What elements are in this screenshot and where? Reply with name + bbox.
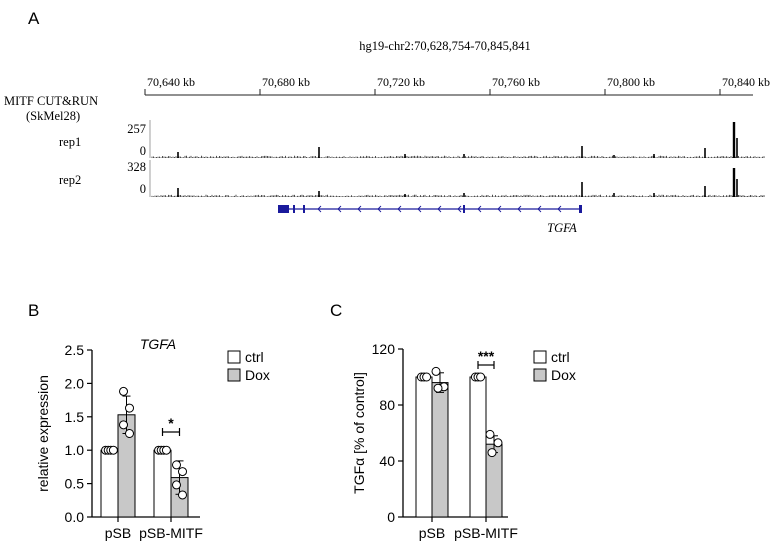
gene-strand-arrow (537, 205, 542, 213)
bar-ctrl-psb-mitf (469, 376, 487, 518)
legend-swatch-dox (533, 368, 547, 382)
signal-noise (151, 155, 765, 158)
x-tick-label: pSB-MITF (454, 525, 518, 541)
gene-strand-arrow (317, 205, 322, 213)
data-point (431, 366, 441, 376)
track-max-rep1: 257 (127, 122, 146, 136)
data-point (108, 445, 118, 455)
data-point (119, 420, 128, 430)
x-tick-label: pSB (419, 525, 445, 541)
genome-axis-tick-label: 70,640 kb (147, 75, 195, 89)
genome-axis-tick-label: 70,800 kb (607, 75, 655, 89)
signal-track-rep1 (151, 122, 765, 158)
legend-swatch-ctrl (227, 350, 241, 364)
data-point (487, 448, 497, 458)
legend-swatch-dox (227, 368, 241, 382)
y-tick-label: 0.0 (65, 509, 85, 525)
genomic-coordinates: hg19-chr2:70,628,754-70,845,841 (359, 39, 531, 53)
gene-strand-arrow (337, 205, 342, 213)
y-tick-label: 120 (372, 341, 396, 357)
legend-label-ctrl: ctrl (245, 349, 264, 365)
bar-ctrl-psb (100, 449, 119, 518)
significance-label: * (168, 415, 174, 431)
y-tick-label: 40 (379, 453, 395, 469)
y-tick-label: 2.0 (65, 375, 85, 391)
genome-axis-tick-label: 70,760 kb (492, 75, 540, 89)
data-point (493, 438, 503, 448)
y-tick-label: 0.5 (65, 476, 85, 492)
legend-label-dox: Dox (245, 367, 270, 383)
track-label-rep2: rep2 (59, 173, 81, 187)
data-point (119, 386, 128, 396)
gene-exon (463, 205, 465, 213)
signal-track-rep2 (151, 168, 765, 197)
bar-ctrl-psb (415, 376, 433, 518)
data-point (485, 429, 495, 439)
genome-axis-tick-label: 70,720 kb (377, 75, 425, 89)
y-tick-label: 1.5 (65, 409, 85, 425)
track-subtitle: (SkMel28) (26, 109, 80, 123)
gene-exon (278, 205, 289, 213)
data-point (433, 383, 443, 393)
data-point (172, 480, 181, 490)
data-point (178, 467, 187, 477)
gene-exon (303, 205, 305, 213)
gene-strand-arrow (517, 205, 522, 213)
gene-model-tgfa (278, 205, 582, 213)
x-tick-label: pSB-MITF (139, 525, 203, 541)
data-point (422, 372, 432, 382)
gene-strand-arrow (557, 205, 562, 213)
gene-exon (293, 205, 295, 213)
panel-label-c: C (330, 301, 342, 320)
gene-strand-arrow (377, 205, 382, 213)
bar-ctrl-psb-mitf (153, 449, 172, 518)
data-point (161, 445, 171, 455)
y-axis-label: relative expression (35, 375, 51, 492)
chart-title: TGFA (140, 336, 176, 352)
track-max-rep2: 328 (127, 160, 146, 174)
chart-b-tgfa-expression: TGFA 0.0 0.5 1.0 1.5 2.0 2.5 relative expressio… (35, 336, 270, 541)
gene-strand-arrow (457, 205, 462, 213)
y-tick-label: 2.5 (65, 342, 85, 358)
track-label-rep1: rep1 (59, 135, 81, 149)
gene-name: TGFA (547, 221, 577, 235)
legend-label-ctrl: ctrl (551, 349, 570, 365)
legend-label-dox: Dox (551, 367, 576, 383)
signal-noise (151, 194, 765, 197)
panel-label-a: A (28, 9, 40, 28)
data-point (125, 403, 134, 413)
track-min-rep1: 0 (140, 144, 146, 158)
gene-exon (579, 205, 582, 213)
gene-strand-arrow (417, 205, 422, 213)
gene-strand-arrow (437, 205, 442, 213)
y-axis-label: TGFα [% of control] (351, 372, 367, 494)
gene-strand-arrow (397, 205, 402, 213)
y-tick-label: 80 (379, 397, 395, 413)
y-tick-label: 1.0 (65, 442, 85, 458)
gene-strand-arrow (477, 205, 482, 213)
y-tick-label: 0 (387, 509, 395, 525)
legend-swatch-ctrl (533, 350, 547, 364)
data-point (476, 372, 486, 382)
gene-strand-arrow (497, 205, 502, 213)
data-point (125, 429, 134, 438)
panel-label-b: B (28, 301, 39, 320)
data-point (172, 460, 181, 470)
bar-dox-psb (431, 382, 449, 518)
track-title: MITF CUT&RUN (4, 94, 98, 108)
significance-label: *** (478, 348, 495, 364)
data-point (178, 490, 187, 500)
chart-c-tgfa-protein: 0 40 80 120 TGFα [% of control] pSB pSB-MITF **… (351, 341, 576, 541)
genome-axis-tick-label: 70,840 kb (722, 75, 770, 89)
gene-strand-arrow (357, 205, 362, 213)
genome-axis-ticks: 70,640 kb 70,680 kb 70,720 kb 70,760 kb 70,8… (144, 75, 770, 95)
x-tick-label: pSB (105, 525, 131, 541)
genome-axis-tick-label: 70,680 kb (262, 75, 310, 89)
genome-browser-panel: hg19-chr2:70,628,754-70,845,841 MITF CUT… (4, 39, 770, 235)
track-min-rep2: 0 (140, 182, 146, 196)
